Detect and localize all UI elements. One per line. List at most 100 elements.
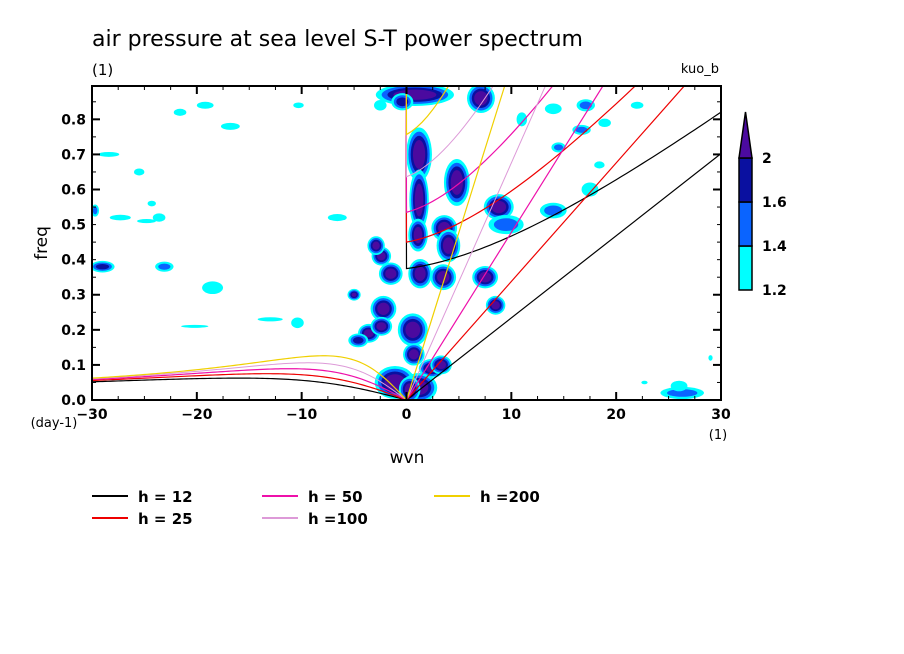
contour-blob-3-level-2: [413, 226, 423, 244]
contour-blob-59-level-1.4: [667, 389, 698, 397]
kelvin-curve-h200: [405, 86, 506, 400]
contour-fill-layer: [92, 86, 713, 400]
rossby-n1-curve-h100: [92, 362, 407, 400]
y-tick-label: 0.5: [61, 218, 86, 234]
colorbar-segment-1.6: [738, 157, 753, 203]
contour-blob-46-level-1.2: [257, 317, 283, 322]
y-tick-label: 0.3: [61, 288, 86, 304]
y-tick-label: 0.7: [61, 147, 86, 163]
contour-blob-45-level-1.2: [202, 281, 224, 295]
legend-label-h200: h =200: [480, 488, 540, 506]
contour-blob-53-level-1.4: [579, 101, 592, 110]
contour-blob-10-level-1.4: [544, 205, 563, 216]
legend-label-h50: h = 50: [308, 488, 363, 506]
contour-blob-49-level-1.2: [327, 214, 347, 222]
contour-blob-55-level-1.2: [598, 118, 611, 128]
rossby-n1-curve-h25: [92, 373, 407, 400]
x-axis-label: wvn: [390, 448, 425, 468]
contour-blob-54-level-1.2: [630, 101, 644, 109]
contour-blob-13-level-2: [372, 241, 380, 250]
dispersion-curves-layer: [92, 86, 721, 400]
contour-blob-19-level-2: [351, 292, 357, 297]
contour-blob-56-level-1.4: [575, 126, 588, 133]
y-axis-label: freq: [32, 226, 52, 260]
x-axis: −30 −20 −10 0 10 20 30: [76, 86, 731, 423]
contour-blob-47-level-1.2: [291, 317, 304, 329]
contour-blob-41-level-1.2: [137, 218, 156, 224]
colorbar-label: 2: [762, 151, 772, 167]
colorbar-segment-1.2: [738, 245, 753, 291]
y-tick-label: 0.1: [61, 358, 86, 374]
legend: h = 12 h = 25 h = 50 h =100 h =200: [92, 488, 540, 528]
kelvin-curve-h12: [406, 153, 721, 400]
contour-blob-50-level-1.2: [293, 102, 304, 109]
x-tick-label: −10: [286, 407, 317, 423]
colorbar-extend-arrow: [738, 111, 753, 159]
contour-blob-43-level-1.2: [196, 101, 214, 109]
contour-blob-20-level-2: [377, 302, 390, 315]
contour-blob-15-level-2: [414, 266, 426, 281]
contour-blob-6-level-2: [442, 237, 454, 254]
kelvin-curve-h50: [405, 86, 604, 400]
contour-blob-60-level-1.2: [670, 380, 688, 392]
legend-label-h25: h = 25: [138, 510, 193, 528]
y-axis-unit: (day-1): [31, 416, 78, 431]
contour-blob-34-level-1.4: [92, 206, 98, 215]
contour-blob-51-level-1.2: [516, 112, 528, 127]
contour-blob-62-level-1.2: [708, 355, 713, 361]
contour-blob-32-level-1.2: [374, 100, 387, 111]
contour-blob-9-level-1.4: [493, 218, 519, 231]
contour-blob-35-level-1.2: [109, 214, 131, 221]
x-tick-label: 30: [711, 407, 731, 423]
y-tick-label: 0.4: [61, 253, 86, 269]
contour-blob-24-level-1.6: [352, 337, 364, 344]
colorbar-label: 1.2: [762, 283, 787, 299]
x-tick-label: −20: [181, 407, 212, 423]
colorbar-segment-1.4: [738, 201, 753, 247]
contour-blob-25-level-2: [408, 349, 419, 360]
x-axis-unit: (1): [709, 428, 727, 443]
ig-n1-curve-h200: [405, 86, 450, 136]
contour-blob-57-level-1.4: [553, 144, 564, 151]
contour-blob-1-level-2: [412, 139, 426, 169]
x-tick-label: 10: [502, 407, 522, 423]
contour-blob-8-level-2: [491, 200, 507, 214]
contour-blob-18-level-2: [491, 301, 500, 310]
y-tick-label: 0.8: [61, 112, 86, 128]
legend-label-h100: h =100: [308, 510, 368, 528]
y-tick-label: 0.6: [61, 182, 86, 198]
subtitle-left: (1): [92, 61, 113, 79]
colorbar-label: 1.6: [762, 195, 787, 211]
chart-title: air pressure at sea level S-T power spec…: [92, 27, 583, 52]
contour-blob-2-level-2: [414, 183, 424, 217]
y-axis: 0.0 0.1 0.2 0.3 0.4 0.5 0.6 0.7 0.8: [61, 101, 721, 409]
kelvin-curve-h100: [406, 86, 546, 400]
contour-blob-40-level-1.2: [152, 213, 166, 222]
colorbar-label: 1.4: [762, 239, 787, 255]
contour-blob-42-level-1.2: [173, 108, 187, 116]
contour-blob-52-level-1.2: [544, 103, 562, 115]
rossby-n1-curve-h50: [92, 368, 407, 400]
rossby-n1-curve-h12: [92, 377, 407, 400]
contour-blob-7-level-2: [474, 91, 488, 106]
contour-blob-22-level-2: [363, 329, 374, 338]
contour-blob-37-level-1.4: [158, 263, 171, 270]
subtitle-right: kuo_b: [681, 62, 719, 77]
contour-blob-11-level-1.2: [581, 182, 599, 197]
contour-blob-39-level-1.2: [147, 200, 156, 207]
y-tick-label: 0.0: [61, 393, 86, 409]
contour-blob-14-level-2: [385, 268, 397, 279]
ig-n1-curve-h12: [405, 86, 721, 270]
contour-blob-4-level-2: [450, 170, 463, 195]
contour-blob-23-level-2: [376, 322, 387, 331]
x-tick-label: 20: [606, 407, 626, 423]
x-tick-label: 0: [402, 407, 412, 423]
contour-blob-31-level-1.6: [396, 97, 409, 107]
x-tick-label: −30: [76, 407, 107, 423]
ig-n1-curve-h50: [405, 86, 554, 214]
contour-blob-33-level-1.6: [95, 264, 110, 270]
kelvin-curve-h25: [406, 86, 686, 400]
contour-blob-21-level-2: [405, 321, 421, 339]
ig-n1-curve-h100: [405, 86, 494, 178]
